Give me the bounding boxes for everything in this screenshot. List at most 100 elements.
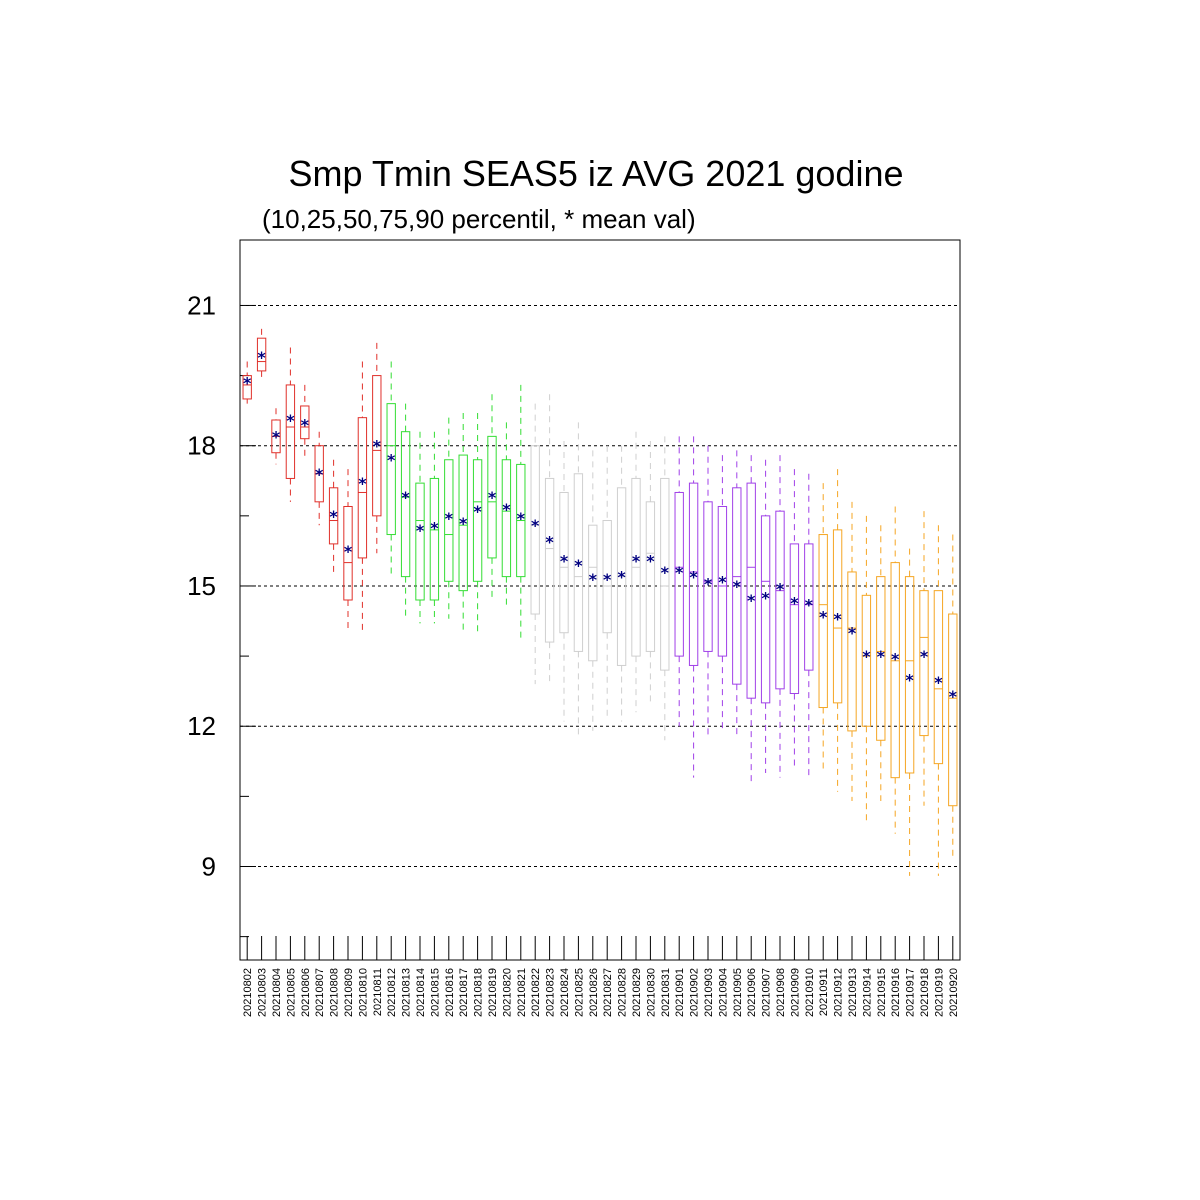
mean-marker: * (675, 563, 684, 582)
mean-marker: * (329, 507, 338, 526)
mean-marker: * (459, 514, 468, 533)
x-tick-label: 20210902 (689, 968, 701, 1017)
mean-marker: * (689, 568, 698, 587)
box (660, 477, 670, 671)
x-tick-label: 20210804 (271, 968, 283, 1017)
box-item: * (472, 412, 483, 633)
box (357, 417, 368, 559)
x-tick-label: 20210812 (386, 968, 398, 1017)
box (487, 435, 497, 559)
box-item: * (544, 394, 555, 685)
x-tick-label: 20210901 (674, 968, 686, 1017)
box-item: * (429, 431, 439, 624)
box (544, 477, 555, 643)
box-item: * (458, 412, 468, 633)
box (861, 594, 872, 727)
box-item: * (256, 328, 266, 381)
mean-marker: * (632, 551, 641, 570)
x-tick-label: 20210807 (314, 968, 326, 1017)
x-tick-label: 20210920 (948, 968, 960, 1017)
box (746, 482, 756, 699)
box-item: * (314, 431, 324, 526)
x-tick-label: 20210813 (401, 968, 413, 1017)
mean-marker: * (473, 502, 482, 521)
box (242, 375, 252, 400)
mean-marker: * (790, 593, 799, 612)
mean-marker: * (416, 521, 425, 540)
mean-marker: * (373, 437, 382, 456)
box-item: * (890, 506, 900, 834)
x-tick-label: 20210816 (444, 968, 456, 1017)
box-item: * (573, 422, 583, 736)
mean-marker: * (905, 670, 914, 689)
box-item: * (357, 361, 368, 633)
box (948, 613, 958, 807)
box (386, 403, 396, 536)
box-item: * (660, 436, 670, 741)
box (415, 482, 425, 601)
mean-marker: * (761, 589, 770, 608)
x-tick-label: 20210828 (617, 968, 629, 1017)
x-tick-label: 20210831 (660, 968, 672, 1017)
x-tick-label: 20210805 (285, 968, 297, 1017)
box (645, 501, 656, 652)
box-item: * (602, 445, 612, 717)
x-tick-label: 20210824 (559, 968, 571, 1017)
plot-frame (239, 239, 961, 961)
box-item: * (847, 501, 857, 802)
mean-marker: * (718, 572, 727, 591)
box (458, 454, 468, 592)
box (602, 520, 612, 634)
x-tick-label: 20210904 (717, 968, 729, 1017)
box-item: * (746, 455, 756, 783)
mean-marker: * (862, 647, 871, 666)
box-item: * (328, 459, 339, 577)
box (904, 576, 915, 774)
box (760, 515, 771, 704)
y-tick-label: 18 (187, 431, 216, 461)
mean-marker: * (301, 416, 310, 435)
x-tick-label: 20210825 (573, 968, 585, 1017)
box (703, 501, 713, 652)
y-tick-label: 15 (187, 571, 216, 601)
mean-marker: * (776, 579, 785, 598)
box-item: * (832, 469, 843, 792)
mean-marker: * (733, 577, 742, 596)
box-item: * (645, 441, 656, 703)
box-item: * (904, 548, 915, 876)
box (818, 534, 828, 709)
x-tick-label: 20210803 (257, 968, 269, 1017)
x-tick-label: 20210826 (588, 968, 600, 1017)
box-item: * (919, 511, 929, 806)
y-axis: 9 12 15 18 21 (187, 290, 256, 938)
x-tick-label: 20210912 (833, 968, 845, 1017)
box (674, 491, 684, 657)
mean-marker: * (603, 570, 612, 589)
grid-lines (240, 304, 960, 867)
box (588, 524, 598, 662)
box-item: * (530, 403, 540, 685)
x-tick-label: 20210810 (357, 968, 369, 1017)
box-item: * (386, 361, 396, 577)
mean-marker: * (430, 519, 439, 538)
box (775, 510, 785, 690)
box-item: * (285, 347, 295, 502)
box (472, 459, 483, 582)
mean-marker: * (646, 551, 655, 570)
box-item: * (804, 473, 814, 778)
box (444, 459, 454, 582)
box (372, 375, 382, 517)
box-item: * (674, 436, 684, 727)
mean-marker: * (848, 624, 857, 643)
x-tick-label: 20210905 (732, 968, 744, 1017)
box-item: * (717, 455, 727, 731)
mean-marker: * (531, 516, 540, 535)
x-tick-label: 20210918 (919, 968, 931, 1017)
mean-marker: * (517, 509, 526, 528)
x-tick-label: 20210822 (530, 968, 542, 1017)
box (328, 487, 339, 545)
box-item: * (688, 436, 698, 778)
box (832, 529, 843, 704)
